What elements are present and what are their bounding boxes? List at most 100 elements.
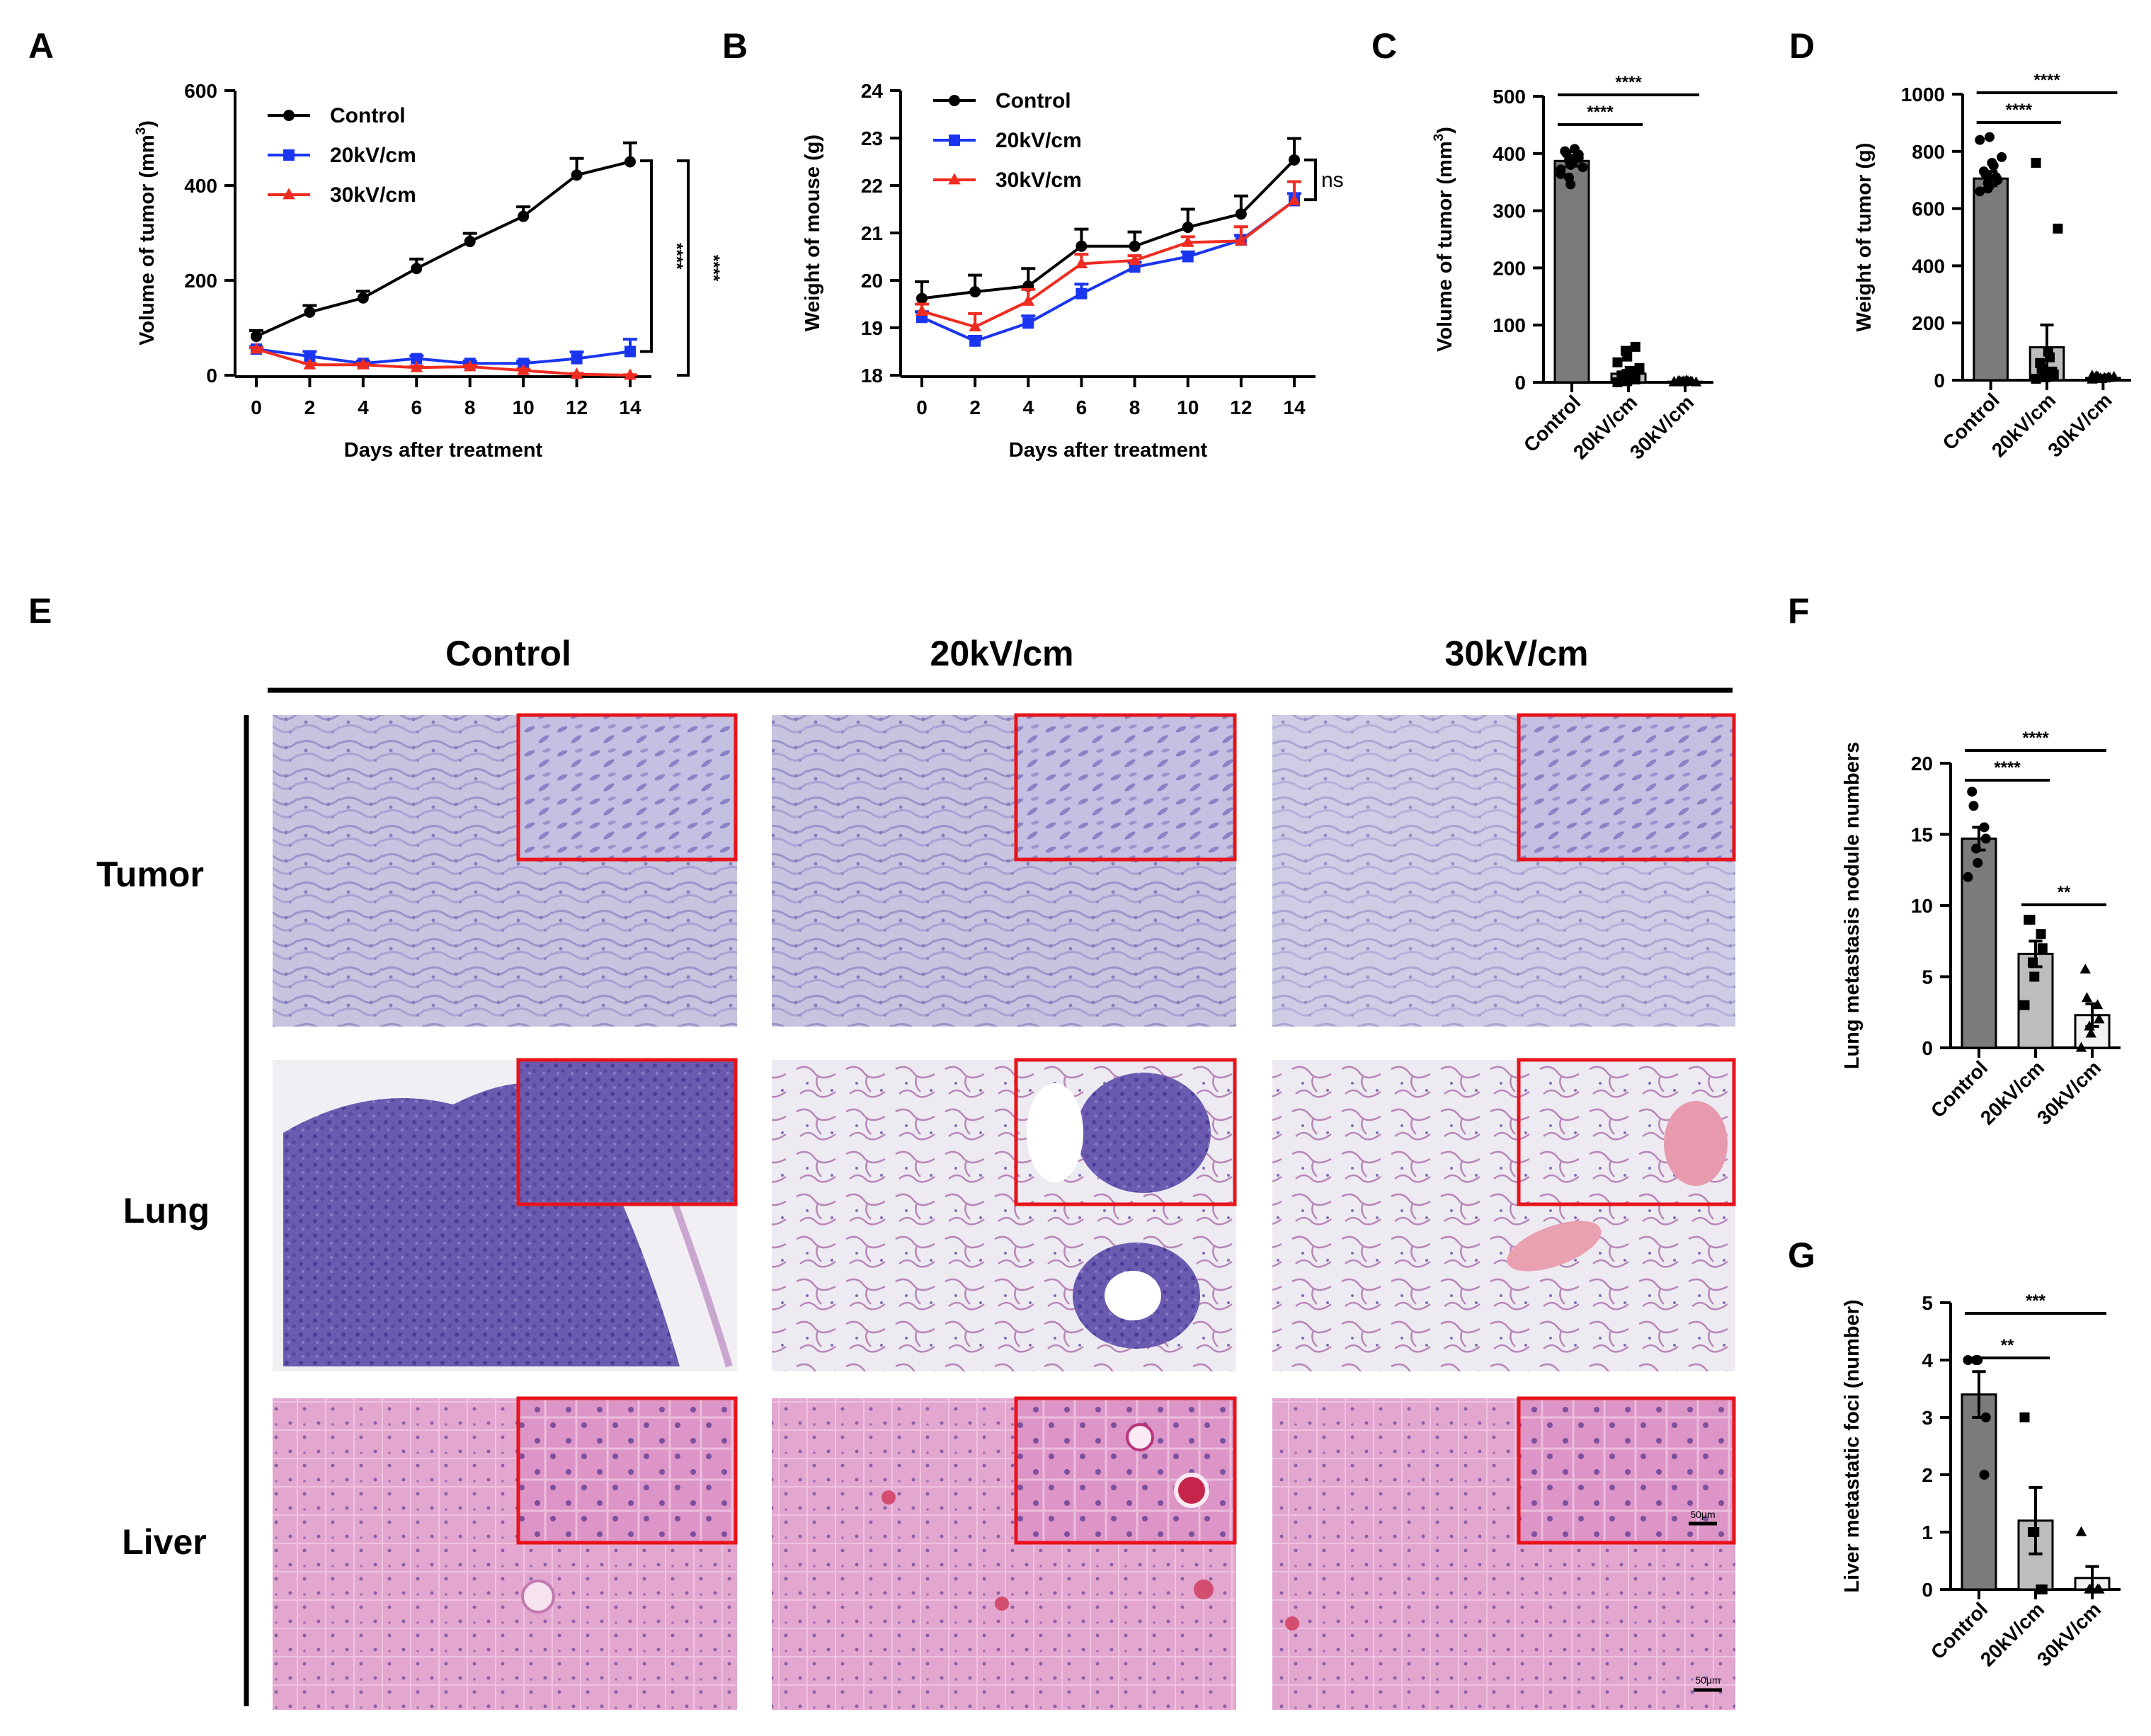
y-axis-title-close: ) xyxy=(1434,127,1456,134)
bar xyxy=(1961,838,1997,1049)
data-point xyxy=(1235,234,1248,246)
data-point xyxy=(357,292,369,304)
data-point xyxy=(1975,135,1985,145)
y-tick-label: 400 xyxy=(1912,255,1945,277)
x-tick-label: 14 xyxy=(619,396,641,418)
series-line xyxy=(921,199,1296,329)
y-tick-label: 800 xyxy=(1912,141,1945,163)
series-30kv-cm xyxy=(249,342,637,380)
series-line xyxy=(921,159,1296,300)
data-point xyxy=(2094,1013,2105,1024)
data-point xyxy=(2031,157,2041,168)
data-point xyxy=(357,358,370,370)
data-point xyxy=(1967,787,1978,797)
chart-tumor-volume-bar: 0100200300400500Control20kV/cm30kV/cmVol… xyxy=(1432,73,1713,464)
data-point xyxy=(463,360,477,372)
data-point xyxy=(2043,346,2053,357)
panel-label-a: A xyxy=(28,26,54,66)
y-tick-label: 0 xyxy=(1922,1579,1933,1601)
significance-label: *** xyxy=(2026,1291,2046,1310)
data-point xyxy=(1560,146,1570,156)
data-point xyxy=(1621,346,1631,356)
y-tick-label: 23 xyxy=(861,127,883,149)
significance-label: **** xyxy=(1587,103,1614,122)
micrograph-tumor-20kv xyxy=(772,713,1237,1027)
data-point xyxy=(410,360,423,372)
data-point xyxy=(1235,208,1247,220)
data-point xyxy=(570,367,583,379)
data-point xyxy=(1076,287,1088,299)
significance-label: ** xyxy=(2001,1336,2014,1355)
data-point xyxy=(969,335,981,347)
data-point xyxy=(1975,186,1985,197)
significance-label: ** xyxy=(2058,883,2071,902)
data-point xyxy=(1973,857,1983,868)
y-tick-label: 200 xyxy=(184,270,217,292)
bar xyxy=(1553,159,1590,384)
micrograph-lung-20kv xyxy=(772,1058,1237,1371)
data-point xyxy=(1630,341,1641,352)
y-tick-label: 24 xyxy=(861,80,884,102)
scale-bar-label-inset: 50μm xyxy=(1690,1509,1715,1520)
data-point xyxy=(464,236,476,248)
y-tick-label: 5 xyxy=(1922,1292,1933,1314)
data-point xyxy=(2031,373,2041,384)
data-point xyxy=(2029,971,2040,982)
data-point xyxy=(2035,358,2046,368)
y-axis-title-close: ) xyxy=(136,120,159,127)
x-tick-label: 6 xyxy=(1076,396,1088,418)
data-point xyxy=(1564,172,1574,183)
data-point xyxy=(1289,154,1300,166)
micrograph-lung-30kv xyxy=(1272,1058,1736,1371)
data-point xyxy=(2084,1020,2095,1031)
data-point xyxy=(1634,362,1645,373)
y-tick-label: 19 xyxy=(861,317,883,339)
y-tick-label: 0 xyxy=(206,365,217,387)
bar xyxy=(1973,177,2009,382)
data-point xyxy=(304,350,316,362)
micrograph-lung-control xyxy=(273,1058,738,1371)
data-point xyxy=(2087,370,2098,380)
data-point xyxy=(411,353,423,365)
legend-marker xyxy=(283,110,295,121)
y-tick-label: 200 xyxy=(1493,257,1526,279)
data-point xyxy=(1978,166,1989,177)
data-point xyxy=(969,286,981,298)
legend-marker xyxy=(948,173,961,185)
data-point xyxy=(411,263,423,275)
micrograph-liver-20kv xyxy=(772,1396,1237,1710)
data-point xyxy=(2081,992,2093,1003)
y-tick-label: 20 xyxy=(1911,753,1933,775)
data-point xyxy=(2037,943,2048,954)
data-point xyxy=(1182,221,1194,233)
y-axis-title: Lung metastasis nodule numbers xyxy=(1841,742,1864,1069)
significance-label: **** xyxy=(2022,729,2049,748)
data-point xyxy=(2028,1527,2038,1537)
data-point xyxy=(250,342,263,354)
legend-label: 30kV/cm xyxy=(995,169,1082,192)
legend-marker xyxy=(949,135,960,146)
legend-marker xyxy=(283,149,295,161)
y-tick-label: 21 xyxy=(861,222,883,244)
legend-label: 20kV/cm xyxy=(330,144,416,167)
data-point xyxy=(1980,1412,1991,1422)
legend-marker xyxy=(283,188,295,200)
x-tick-label: 8 xyxy=(1129,396,1141,418)
panel-label-e: E xyxy=(28,591,52,631)
data-point xyxy=(1076,240,1088,252)
x-tick-label: 12 xyxy=(1230,396,1252,418)
data-point xyxy=(2109,370,2120,381)
legend-label: 30kV/cm xyxy=(330,183,416,207)
data-point xyxy=(1624,365,1635,376)
y-tick-label: 300 xyxy=(1493,200,1526,222)
legend-label: Control xyxy=(995,89,1071,113)
x-tick-label: 8 xyxy=(464,396,476,418)
data-point xyxy=(518,210,530,222)
data-point xyxy=(1022,317,1034,329)
data-point xyxy=(624,346,636,358)
y-axis-title: Weight of tumor (g) xyxy=(1853,143,1876,332)
data-point xyxy=(517,363,530,375)
